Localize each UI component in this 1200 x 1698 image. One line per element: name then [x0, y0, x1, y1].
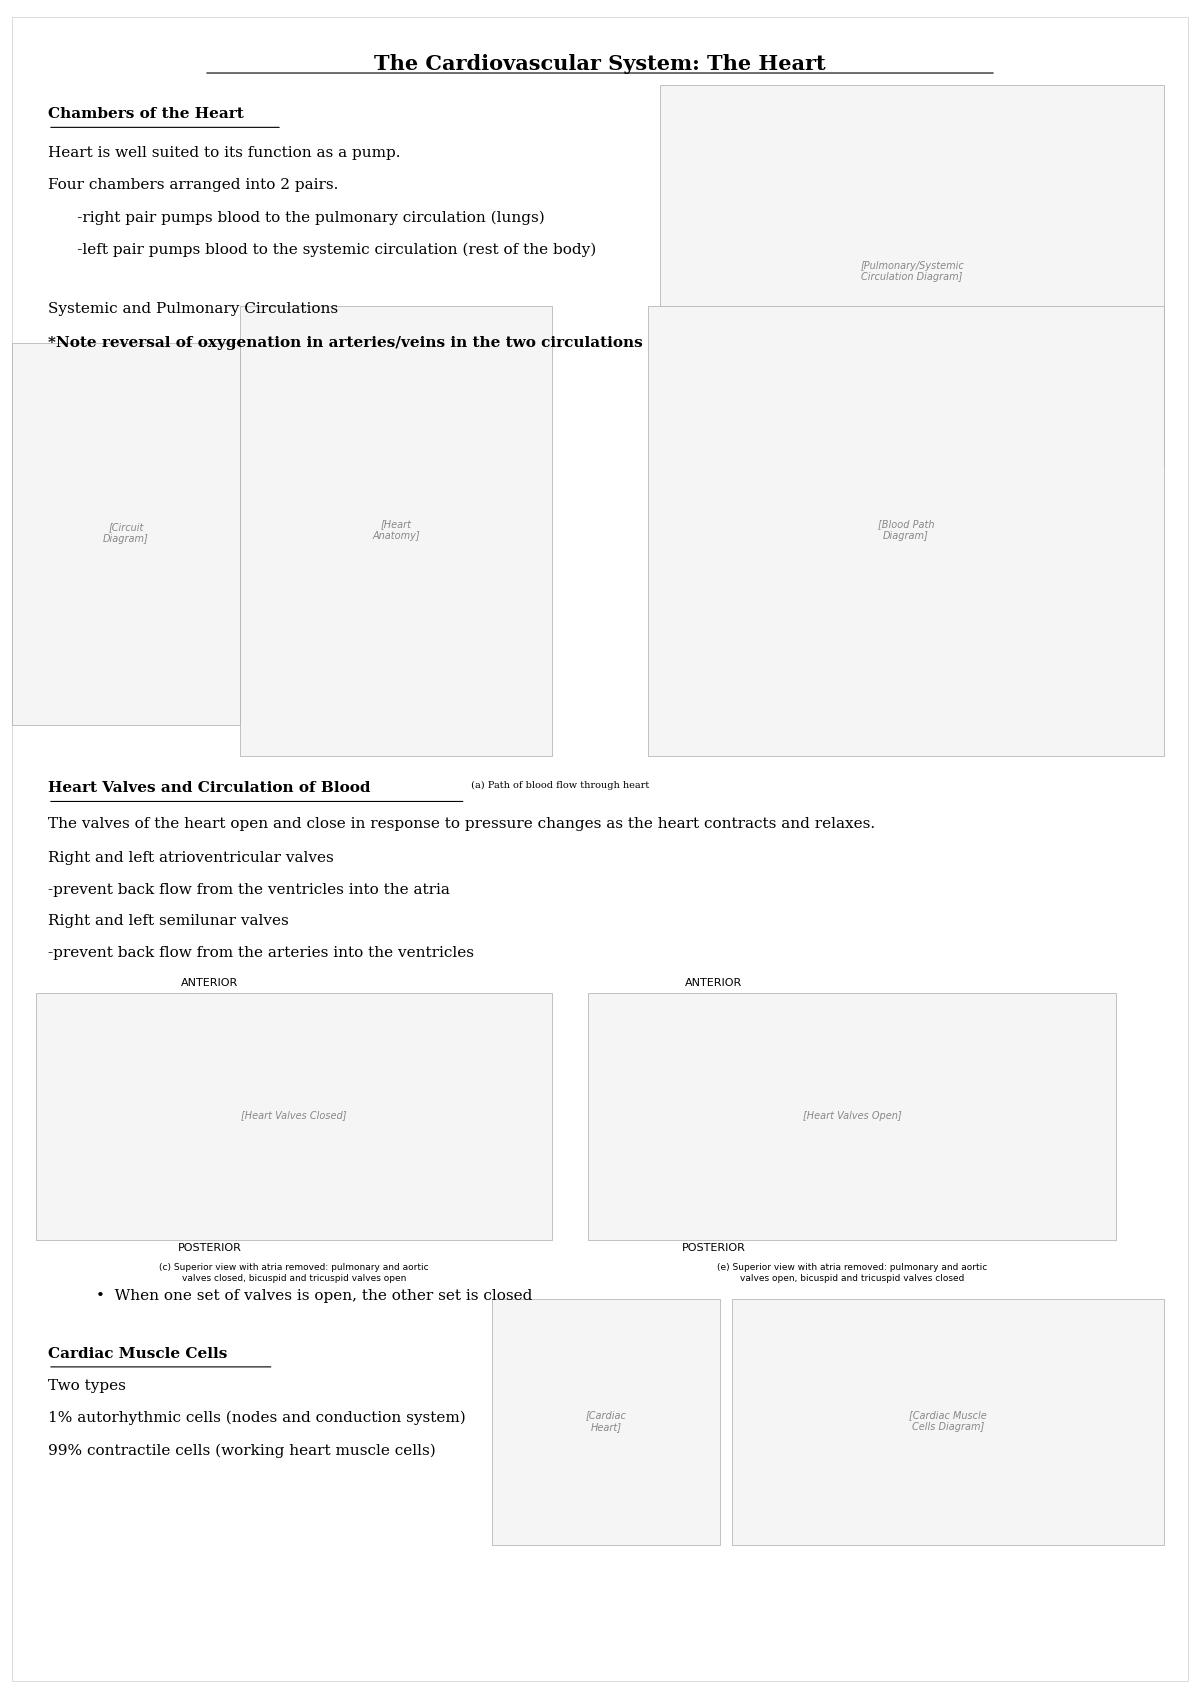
Text: POSTERIOR: POSTERIOR	[682, 1243, 746, 1253]
Text: -prevent back flow from the arteries into the ventricles: -prevent back flow from the arteries int…	[48, 946, 474, 959]
Text: Four chambers arranged into 2 pairs.: Four chambers arranged into 2 pairs.	[48, 178, 338, 192]
Text: [Heart Valves Closed]: [Heart Valves Closed]	[241, 1110, 347, 1121]
FancyBboxPatch shape	[492, 1299, 720, 1545]
Text: *Note reversal of oxygenation in arteries/veins in the two circulations: *Note reversal of oxygenation in arterie…	[48, 336, 643, 350]
FancyBboxPatch shape	[588, 993, 1116, 1240]
Text: [Circuit
Diagram]: [Circuit Diagram]	[103, 523, 149, 543]
Text: Chambers of the Heart: Chambers of the Heart	[48, 107, 244, 121]
Text: Two types: Two types	[48, 1379, 126, 1392]
FancyBboxPatch shape	[732, 1299, 1164, 1545]
Text: -prevent back flow from the ventricles into the atria: -prevent back flow from the ventricles i…	[48, 883, 450, 897]
Text: [Cardiac
Heart]: [Cardiac Heart]	[586, 1411, 626, 1431]
Text: Cardiac Muscle Cells: Cardiac Muscle Cells	[48, 1347, 227, 1360]
Text: [Heart
Anatomy]: [Heart Anatomy]	[372, 520, 420, 540]
Text: 1% autorhythmic cells (nodes and conduction system): 1% autorhythmic cells (nodes and conduct…	[48, 1411, 466, 1425]
FancyBboxPatch shape	[36, 993, 552, 1240]
Text: [Heart Valves Open]: [Heart Valves Open]	[803, 1110, 901, 1121]
Text: Right and left atrioventricular valves: Right and left atrioventricular valves	[48, 851, 334, 864]
Text: Systemic and Pulmonary Circulations: Systemic and Pulmonary Circulations	[48, 302, 338, 316]
Text: -right pair pumps blood to the pulmonary circulation (lungs): -right pair pumps blood to the pulmonary…	[48, 211, 545, 224]
Text: •  When one set of valves is open, the other set is closed: • When one set of valves is open, the ot…	[96, 1289, 533, 1302]
FancyBboxPatch shape	[12, 17, 1188, 1681]
Text: (e) Superior view with atria removed: pulmonary and aortic
valves open, bicuspid: (e) Superior view with atria removed: pu…	[716, 1263, 988, 1282]
Text: 99% contractile cells (working heart muscle cells): 99% contractile cells (working heart mus…	[48, 1443, 436, 1457]
Text: [Blood Path
Diagram]: [Blood Path Diagram]	[877, 520, 935, 540]
Text: Heart is well suited to its function as a pump.: Heart is well suited to its function as …	[48, 146, 401, 160]
Text: Right and left semilunar valves: Right and left semilunar valves	[48, 914, 289, 927]
FancyBboxPatch shape	[240, 306, 552, 756]
Text: Heart Valves and Circulation of Blood: Heart Valves and Circulation of Blood	[48, 781, 371, 795]
Text: [Cardiac Muscle
Cells Diagram]: [Cardiac Muscle Cells Diagram]	[910, 1411, 986, 1431]
Text: ANTERIOR: ANTERIOR	[181, 978, 239, 988]
Text: ANTERIOR: ANTERIOR	[685, 978, 743, 988]
FancyBboxPatch shape	[660, 85, 1164, 467]
Text: -left pair pumps blood to the systemic circulation (rest of the body): -left pair pumps blood to the systemic c…	[48, 243, 596, 256]
Text: The Cardiovascular System: The Heart: The Cardiovascular System: The Heart	[374, 54, 826, 75]
FancyBboxPatch shape	[12, 343, 240, 725]
Text: (c) Superior view with atria removed: pulmonary and aortic
valves closed, bicusp: (c) Superior view with atria removed: pu…	[160, 1263, 428, 1282]
Text: POSTERIOR: POSTERIOR	[178, 1243, 242, 1253]
FancyBboxPatch shape	[648, 306, 1164, 756]
Text: The valves of the heart open and close in response to pressure changes as the he: The valves of the heart open and close i…	[48, 817, 875, 830]
Text: (a) Path of blood flow through heart: (a) Path of blood flow through heart	[468, 781, 649, 790]
Text: [Pulmonary/Systemic
Circulation Diagram]: [Pulmonary/Systemic Circulation Diagram]	[860, 261, 964, 282]
